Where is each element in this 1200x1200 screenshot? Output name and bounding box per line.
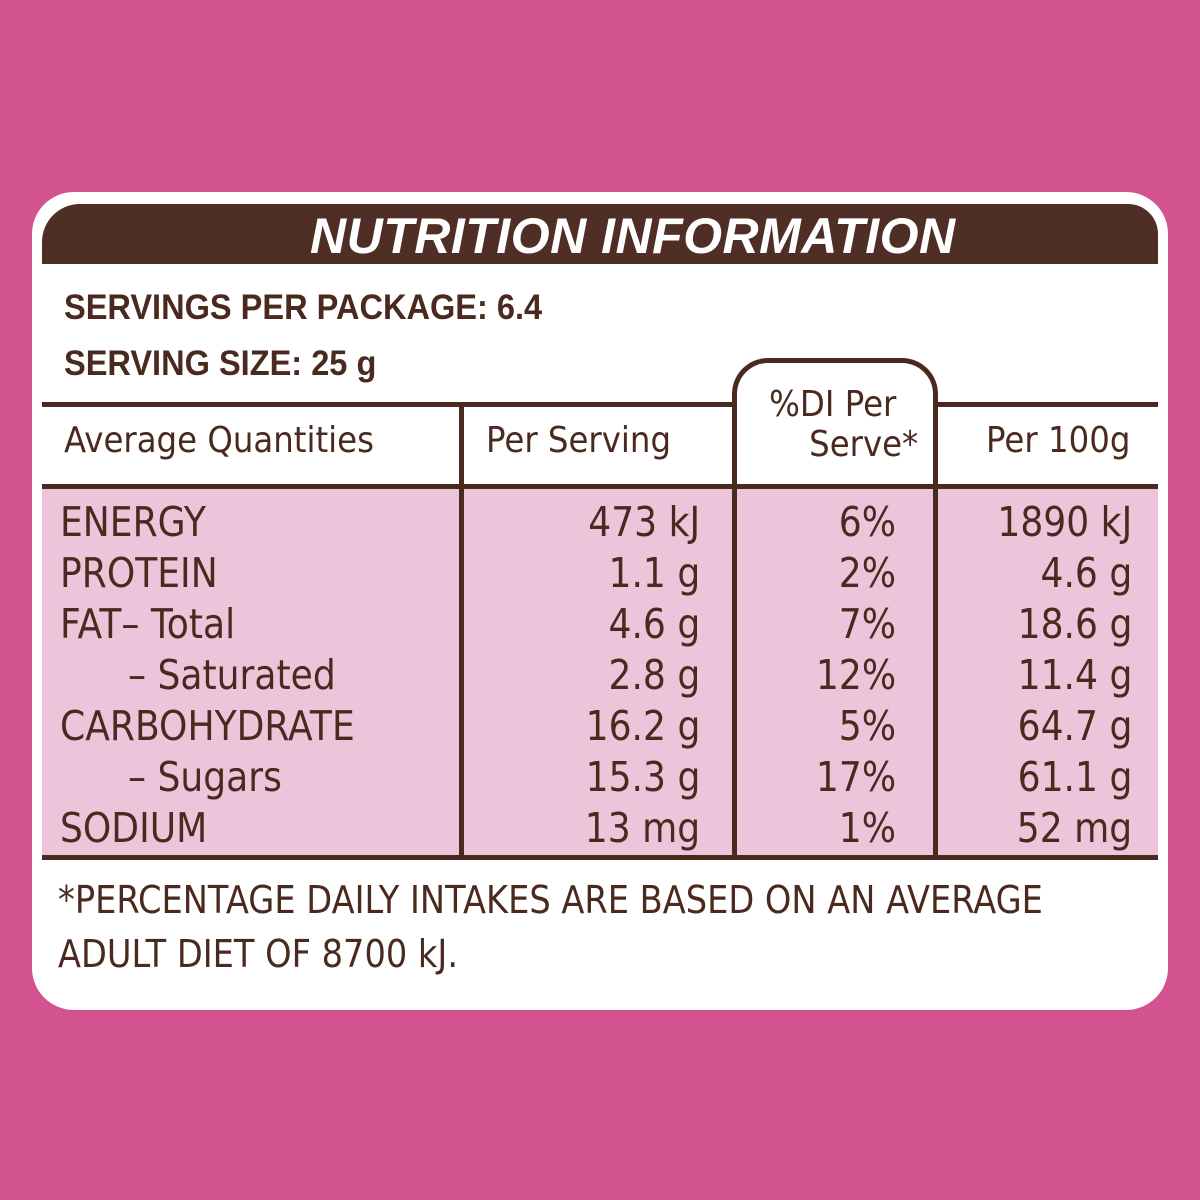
row-di: 7% [838,600,896,648]
row-label: PROTEIN [60,549,218,597]
table-bottom-rule [42,855,1158,860]
row-per-serving: 473 kJ [588,498,700,546]
nutrition-panel: NUTRITION INFORMATION SERVINGS PER PACKA… [32,192,1168,1010]
column-divider-3 [933,402,938,860]
column-divider-1 [459,402,464,860]
servings-per-package: SERVINGS PER PACKAGE: 6.4 [64,288,543,327]
row-per-100g: 4.6 g [1040,549,1132,597]
column-divider-2 [732,402,737,860]
header-per-100g: Per 100g [985,420,1130,461]
row-di: 1% [838,804,896,852]
row-label: – Sugars [128,753,282,801]
row-di: 2% [838,549,896,597]
row-di: 5% [838,702,896,750]
row-label: SODIUM [60,804,208,852]
row-label: CARBOHYDRATE [60,702,355,750]
header-bottom-rule [42,484,1158,489]
table-top-rule-right [934,402,1158,407]
header-di-line1: %DI Per [768,384,896,425]
row-per-serving: 16.2 g [585,702,700,750]
row-per-100g: 18.6 g [1017,600,1132,648]
serving-size: SERVING SIZE: 25 g [64,344,377,383]
row-per-100g: 11.4 g [1017,651,1132,699]
panel-title: NUTRITION INFORMATION [310,208,956,264]
title-bar: NUTRITION INFORMATION [42,204,1158,264]
header-per-serving: Per Serving [486,420,672,461]
header-average-quantities: Average Quantities [64,420,375,461]
row-per-serving: 13 mg [584,804,700,852]
row-di: 6% [838,498,896,546]
row-per-100g: 52 mg [1016,804,1132,852]
row-per-serving: 1.1 g [608,549,700,597]
header-di-line2: Serve* [808,424,918,465]
footnote-line-2: ADULT DIET OF 8700 kJ. [58,932,459,976]
row-di: 12% [815,651,896,699]
footnote-line-1: *PERCENTAGE DAILY INTAKES ARE BASED ON A… [58,878,1043,922]
row-per-100g: 1890 kJ [997,498,1132,546]
row-di: 17% [815,753,896,801]
table-top-rule [42,402,736,407]
row-per-serving: 4.6 g [608,600,700,648]
row-per-serving: 15.3 g [585,753,700,801]
row-label: – Saturated [128,651,336,699]
nutrient-rows-band [42,488,1158,856]
row-per-100g: 61.1 g [1017,753,1132,801]
row-per-100g: 64.7 g [1017,702,1132,750]
row-per-serving: 2.8 g [608,651,700,699]
row-label: ENERGY [60,498,206,546]
row-label: FAT– Total [60,600,236,648]
